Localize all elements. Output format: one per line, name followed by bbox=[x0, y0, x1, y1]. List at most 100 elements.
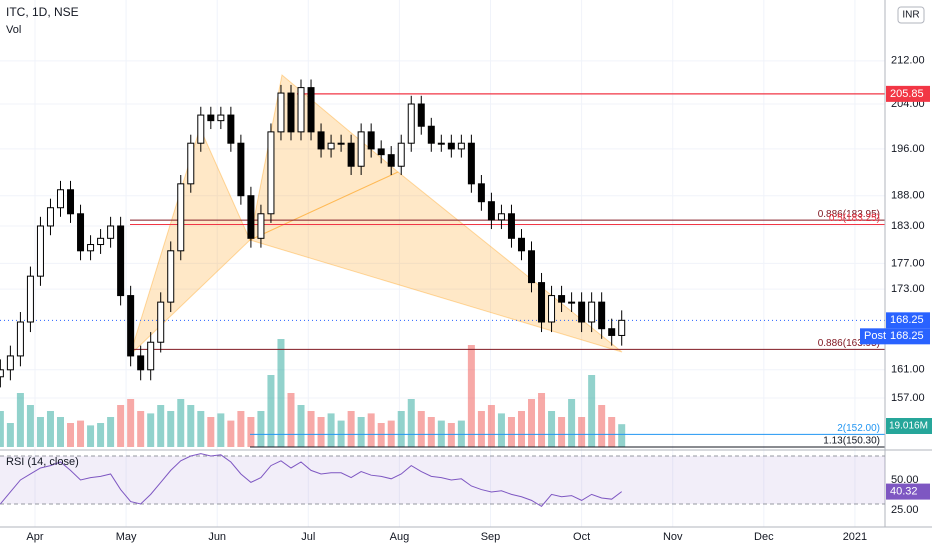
volume-bar bbox=[467, 345, 475, 447]
price-tag-label: 205.85 bbox=[890, 88, 924, 100]
fib-level-label: 0.886(183.95) bbox=[818, 209, 880, 220]
post-tag bbox=[860, 328, 930, 345]
candle-body bbox=[377, 148, 385, 156]
volume-bar bbox=[347, 411, 355, 447]
candle-body bbox=[277, 92, 285, 133]
candle-body bbox=[387, 154, 395, 167]
post-price-label: 168.25 bbox=[890, 330, 924, 342]
x-tick-label: Dec bbox=[754, 531, 774, 543]
rsi-band bbox=[0, 455, 885, 504]
candle-body bbox=[397, 142, 405, 167]
y-tick-label: 161.00 bbox=[891, 364, 925, 376]
volume-bar bbox=[447, 423, 455, 447]
candle-body bbox=[197, 114, 205, 144]
rsi-tag-label: 40.32 bbox=[890, 486, 918, 498]
candle-body bbox=[107, 225, 115, 239]
harmonic-pattern bbox=[128, 74, 623, 357]
y-tick-label: 157.00 bbox=[891, 392, 925, 404]
volume-bar bbox=[6, 423, 14, 447]
candle-body bbox=[457, 142, 465, 150]
volume-bar bbox=[477, 411, 485, 447]
volume-bar bbox=[0, 411, 4, 447]
candle-body bbox=[467, 142, 475, 185]
candle-body bbox=[578, 301, 586, 323]
rsi-pane bbox=[0, 453, 885, 508]
candle-body bbox=[417, 103, 425, 127]
volume-bar bbox=[167, 411, 175, 447]
rsi-tick-label: 25.00 bbox=[891, 504, 919, 516]
volume-bar bbox=[227, 420, 235, 447]
candle-body bbox=[77, 213, 85, 252]
fib-level-label: 2(152.00) bbox=[837, 423, 880, 434]
candle-body bbox=[517, 237, 525, 252]
candle-body bbox=[558, 295, 566, 303]
volume-bar bbox=[598, 405, 606, 447]
candle-body bbox=[97, 237, 105, 246]
candle-body bbox=[588, 301, 596, 323]
currency-box[interactable] bbox=[897, 6, 925, 24]
y-tick-label: 173.00 bbox=[891, 283, 925, 295]
candle-body bbox=[117, 225, 125, 297]
volume-bar bbox=[267, 375, 275, 447]
x-tick-label: 2021 bbox=[843, 531, 867, 543]
volume-bar bbox=[578, 417, 586, 447]
candle-body bbox=[227, 114, 235, 144]
x-tick-label: Jun bbox=[208, 531, 226, 543]
post-label: Post bbox=[864, 330, 886, 342]
candle-body bbox=[367, 131, 375, 150]
volume-bar bbox=[97, 423, 105, 447]
volume-bar bbox=[487, 405, 495, 447]
x-tick-label: May bbox=[116, 531, 137, 543]
candle-body bbox=[167, 250, 175, 303]
pattern-bcd bbox=[248, 171, 623, 353]
fib-level-label: 0.5(183.25) bbox=[829, 213, 880, 224]
candle-body bbox=[538, 282, 546, 323]
candle-body bbox=[56, 189, 64, 209]
volume-bar bbox=[36, 417, 44, 447]
volume-bar bbox=[588, 375, 596, 447]
candle-body bbox=[247, 195, 255, 239]
candle-body bbox=[6, 355, 14, 371]
candle-body bbox=[548, 295, 556, 323]
volume-bar bbox=[77, 420, 85, 447]
volume-bar bbox=[287, 393, 295, 447]
volume-bar bbox=[497, 413, 505, 447]
volume-tag bbox=[886, 418, 932, 434]
volume-bar bbox=[568, 399, 576, 447]
candle-body bbox=[257, 213, 265, 239]
candle-body bbox=[137, 355, 145, 371]
symbol-title: ITC, 1D, NSE bbox=[6, 5, 79, 19]
rsi-line bbox=[0, 453, 623, 508]
volume-bar bbox=[16, 393, 24, 447]
candle-body bbox=[217, 114, 225, 122]
pattern-xab bbox=[128, 126, 251, 357]
x-tick-label: Nov bbox=[663, 531, 683, 543]
volume-bar bbox=[56, 417, 64, 447]
volume-bar bbox=[137, 411, 145, 447]
candle-body bbox=[407, 103, 415, 144]
volume-bar bbox=[558, 417, 566, 447]
candle-body bbox=[267, 131, 275, 215]
volume-bar bbox=[177, 399, 185, 447]
x-tick-label: Sep bbox=[481, 531, 501, 543]
currency[interactable]: INR bbox=[902, 10, 919, 21]
fib-level-label: 1.13(150.30) bbox=[823, 436, 880, 447]
candle-body bbox=[528, 250, 536, 284]
volume-bar bbox=[387, 420, 395, 447]
volume-bar bbox=[357, 417, 365, 447]
candle-body bbox=[327, 142, 335, 150]
candle-body bbox=[0, 369, 4, 378]
volume-bar bbox=[187, 405, 195, 447]
volume-bar bbox=[46, 411, 54, 447]
volume-bar bbox=[26, 405, 34, 447]
candle-body bbox=[447, 142, 455, 150]
volume-bar bbox=[417, 411, 425, 447]
candle-body bbox=[36, 225, 44, 277]
volume-bar bbox=[307, 411, 315, 447]
volume-bar bbox=[457, 420, 465, 447]
last-price-tag bbox=[886, 312, 930, 329]
x-tick-label: Jul bbox=[301, 531, 315, 543]
volume-bar bbox=[507, 417, 515, 447]
volume-bar bbox=[247, 417, 255, 447]
